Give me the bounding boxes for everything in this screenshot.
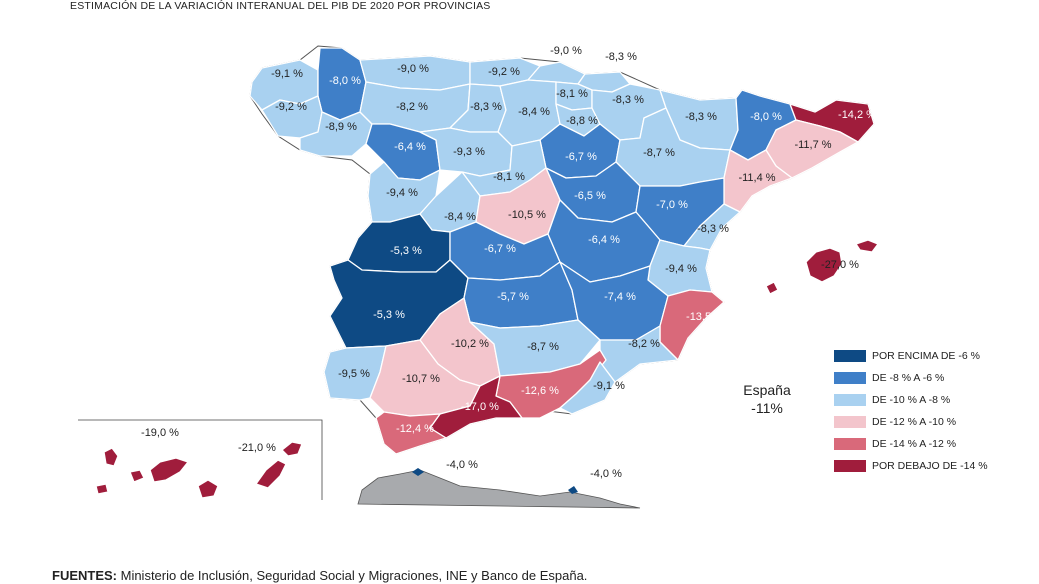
legend-swatch [834,372,866,384]
province-value-label: -8,1 % [493,171,525,183]
province-canarias-tenerife [149,457,189,483]
province-value-label: -9,4 % [386,187,418,199]
legend-item: POR DEBAJO DE -14 % [834,455,988,477]
province-baleares-mallorca [805,247,843,283]
province-barcelona [765,119,859,179]
province-value-label: -19,0 % [141,427,179,439]
legend: POR ENCIMA DE -6 % DE -8 % A -6 % DE -10 %… [834,345,988,477]
province-value-label: -10,2 % [451,338,489,350]
legend-label: DE -12 % A -10 % [872,416,957,428]
city-ceuta [412,468,424,476]
province-value-label: -8,3 % [470,101,502,113]
legend-label: DE -10 % A -8 % [872,394,951,406]
legend-swatch [834,394,866,406]
province-value-label: -11,7 % [794,139,831,151]
province-value-label: -9,0 % [550,45,582,57]
province-value-label: -8,3 % [685,111,717,123]
province-canarias-fuerteventura [255,459,287,489]
province-value-label: -8,7 % [527,341,559,353]
province-value-label: -5,3 % [390,245,422,257]
province-value-label: -8,4 % [518,106,550,118]
province-canarias-gran-canaria [197,479,219,499]
province-value-label: -8,3 % [605,51,637,63]
province-value-label: -9,4 % [665,263,697,275]
province-value-label: -8,0 % [329,75,361,87]
legend-label: DE -14 % A -12 % [872,438,957,450]
legend-swatch [834,438,866,450]
province-value-label: -8,4 % [444,211,476,223]
province-value-label: -9,3 % [453,146,485,158]
province-value-label: -8,3 % [697,223,729,235]
province-baleares-menorca [855,239,879,253]
province-value-label: -6,7 % [484,243,516,255]
province-value-label: -10,5 % [508,209,546,221]
province-value-label: -7,4 % [604,291,636,303]
city-melilla [568,486,578,494]
province-almeria [559,361,616,415]
province-value-label: -8,7 % [643,147,675,159]
province-value-label: -4,0 % [446,459,478,471]
map-title: ESTIMACIÓN DE LA VARIACIÓN INTERANUAL DE… [70,0,491,12]
province-alicante [659,289,725,361]
province-value-label: -8,2 % [396,101,428,113]
province-value-label: -5,7 % [497,291,529,303]
province-value-label: -14,2 % [838,109,876,121]
province-cadiz [375,411,447,455]
province-value-label: -4,0 % [590,468,622,480]
province-value-label: -9,2 % [488,66,520,78]
spain-total: España -11% [735,381,799,417]
africa-coast [357,469,641,509]
sources-text: Ministerio de Inclusión, Seguridad Socia… [117,568,588,583]
province-value-label: -9,2 % [275,101,307,113]
sources-prefix: FUENTES: [52,568,117,583]
canary-inset-frame [78,419,323,500]
province-canarias-gomera [129,469,145,483]
province-value-label: -17,0 % [461,401,499,413]
legend-item: DE -8 % A -6 % [834,367,988,389]
province-baleares-ibiza [765,281,779,295]
province-canarias-la-palma [103,447,119,467]
province-value-label: -12,4 % [396,423,434,435]
legend-item: POR ENCIMA DE -6 % [834,345,988,367]
legend-item: DE -14 % A -12 % [834,433,988,455]
province-value-label: -6,4 % [588,234,620,246]
province-value-label: -6,7 % [565,151,597,163]
province-value-label: -8,0 % [750,111,782,123]
province-value-label: -8,2 % [628,338,660,350]
province-value-label: -8,3 % [612,94,644,106]
legend-swatch [834,350,866,362]
province-value-label: -27,0 % [821,259,859,271]
province-value-label: -8,8 % [566,115,598,127]
province-value-label: -11,4 % [738,172,775,184]
legend-label: POR ENCIMA DE -6 % [872,350,980,362]
sources-note: FUENTES: Ministerio de Inclusión, Seguri… [52,568,587,583]
province-value-label: -9,5 % [338,368,370,380]
province-value-label: -13,5 % [686,311,724,323]
province-value-label: -8,9 % [325,121,357,133]
province-value-label: -6,5 % [574,190,606,202]
province-value-label: -8,1 % [556,88,588,100]
legend-swatch [834,460,866,472]
province-value-label: -21,0 % [238,442,276,454]
province-value-label: -5,3 % [373,309,405,321]
province-canarias-lanzarote [281,441,303,457]
legend-swatch [834,416,866,428]
province-value-label: -12,6 % [521,385,559,397]
province-value-label: -6,4 % [394,141,426,153]
province-value-label: -9,1 % [271,68,303,80]
spain-total-name: España [743,382,791,398]
province-value-label: -9,0 % [397,63,429,75]
province-value-label: -7,0 % [656,199,688,211]
province-canarias-hierro [95,483,109,495]
province-value-label: -9,1 % [593,380,625,392]
legend-item: DE -12 % A -10 % [834,411,988,433]
spain-total-value: -11% [751,400,783,416]
legend-item: DE -10 % A -8 % [834,389,988,411]
legend-label: DE -8 % A -6 % [872,372,945,384]
province-value-label: -10,7 % [402,373,440,385]
legend-label: POR DEBAJO DE -14 % [872,460,988,472]
